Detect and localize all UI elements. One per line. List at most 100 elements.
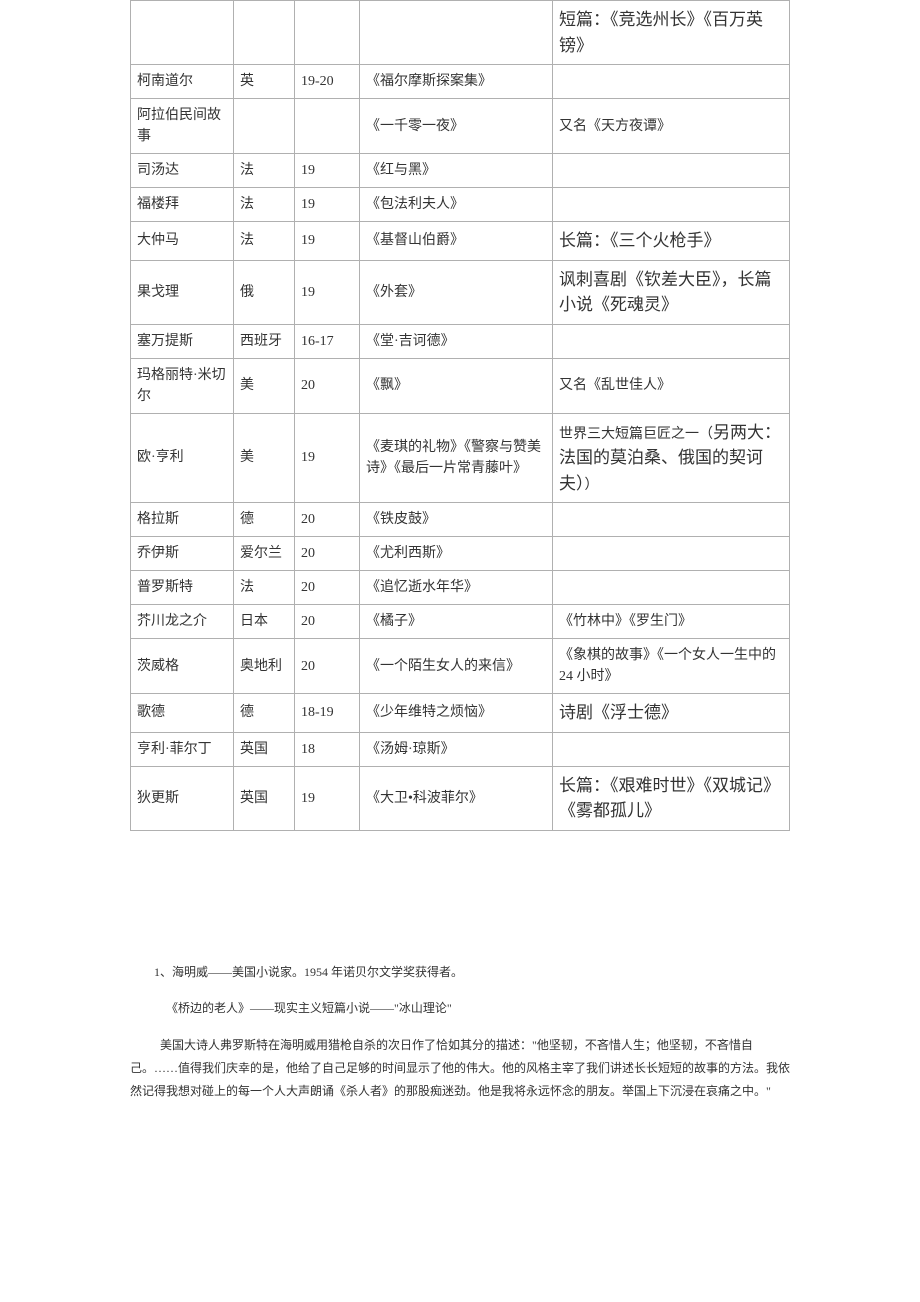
cell-works: 《飘》 [360, 358, 553, 413]
cell-works: 《包法利夫人》 [360, 188, 553, 222]
cell-notes [553, 732, 790, 766]
cell-author: 普罗斯特 [131, 571, 234, 605]
cell-notes: 世界三大短篇巨匠之一（另两大：法国的莫泊桑、俄国的契诃夫）） [553, 413, 790, 503]
cell-works: 《堂·吉诃德》 [360, 324, 553, 358]
cell-century [295, 99, 360, 154]
cell-century: 20 [295, 358, 360, 413]
cell-notes [553, 188, 790, 222]
cell-century: 18-19 [295, 694, 360, 733]
cell-notes [553, 571, 790, 605]
cell-works: 《铁皮鼓》 [360, 503, 553, 537]
cell-author: 欧·亨利 [131, 413, 234, 503]
table-row: 普罗斯特法20《追忆逝水年华》 [131, 571, 790, 605]
cell-century: 19 [295, 222, 360, 261]
cell-century: 20 [295, 605, 360, 639]
cell-author: 狄更斯 [131, 766, 234, 830]
cell-author: 乔伊斯 [131, 537, 234, 571]
table-row: 格拉斯德20《铁皮鼓》 [131, 503, 790, 537]
cell-works: 《汤姆·琼斯》 [360, 732, 553, 766]
footnote-1: 1、海明威——美国小说家。1954 年诺贝尔文学奖获得者。 [130, 961, 790, 984]
cell-country: 法 [234, 222, 295, 261]
cell-country: 法 [234, 188, 295, 222]
footnote-3: 美国大诗人弗罗斯特在海明威用猎枪自杀的次日作了恰如其分的描述："他坚韧，不吝惜人… [130, 1034, 790, 1102]
cell-notes: 又名《天方夜谭》 [553, 99, 790, 154]
cell-notes: 长篇：《三个火枪手》 [553, 222, 790, 261]
table-row: 茨威格奥地利20《一个陌生女人的来信》《象棋的故事》《一个女人一生中的 24 小… [131, 639, 790, 694]
cell-works: 《基督山伯爵》 [360, 222, 553, 261]
table-row: 大仲马法19《基督山伯爵》长篇：《三个火枪手》 [131, 222, 790, 261]
cell-century: 19 [295, 413, 360, 503]
cell-works: 《外套》 [360, 260, 553, 324]
cell-notes [553, 537, 790, 571]
authors-table: 短篇：《竞选州长》《百万英镑》柯南道尔英19-20《福尔摩斯探案集》阿拉伯民间故… [130, 0, 790, 831]
cell-country: 日本 [234, 605, 295, 639]
cell-century: 19 [295, 260, 360, 324]
cell-country: 德 [234, 694, 295, 733]
cell-century: 19-20 [295, 65, 360, 99]
cell-country [234, 99, 295, 154]
cell-century: 18 [295, 732, 360, 766]
cell-notes: 长篇：《艰难时世》《双城记》《雾都孤儿》 [553, 766, 790, 830]
cell-country: 德 [234, 503, 295, 537]
table-row: 短篇：《竞选州长》《百万英镑》 [131, 1, 790, 65]
cell-country: 美 [234, 413, 295, 503]
cell-century: 19 [295, 766, 360, 830]
table-row: 狄更斯英国19《大卫•科波菲尔》长篇：《艰难时世》《双城记》《雾都孤儿》 [131, 766, 790, 830]
cell-works: 《一个陌生女人的来信》 [360, 639, 553, 694]
cell-country: 美 [234, 358, 295, 413]
cell-country: 英国 [234, 766, 295, 830]
table-row: 福楼拜法19《包法利夫人》 [131, 188, 790, 222]
cell-works: 《福尔摩斯探案集》 [360, 65, 553, 99]
cell-notes [553, 503, 790, 537]
table-row: 亨利·菲尔丁英国18《汤姆·琼斯》 [131, 732, 790, 766]
cell-country: 法 [234, 154, 295, 188]
footnotes-section: 1、海明威——美国小说家。1954 年诺贝尔文学奖获得者。 《桥边的老人》——现… [130, 961, 790, 1103]
table-row: 芥川龙之介日本20《橘子》《竹林中》《罗生门》 [131, 605, 790, 639]
footnote-2: 《桥边的老人》——现实主义短篇小说——"冰山理论" [130, 997, 790, 1020]
table-row: 司汤达法19《红与黑》 [131, 154, 790, 188]
cell-author: 玛格丽特·米切尔 [131, 358, 234, 413]
cell-country: 西班牙 [234, 324, 295, 358]
cell-century: 20 [295, 571, 360, 605]
document-page: 短篇：《竞选州长》《百万英镑》柯南道尔英19-20《福尔摩斯探案集》阿拉伯民间故… [0, 0, 920, 1176]
cell-author [131, 1, 234, 65]
cell-notes: 讽刺喜剧《钦差大臣》，长篇小说《死魂灵》 [553, 260, 790, 324]
cell-works: 《少年维特之烦恼》 [360, 694, 553, 733]
table-row: 果戈理俄19《外套》讽刺喜剧《钦差大臣》，长篇小说《死魂灵》 [131, 260, 790, 324]
cell-author: 果戈理 [131, 260, 234, 324]
cell-notes [553, 324, 790, 358]
cell-works: 《橘子》 [360, 605, 553, 639]
cell-country: 英国 [234, 732, 295, 766]
cell-notes: 又名《乱世佳人》 [553, 358, 790, 413]
cell-country [234, 1, 295, 65]
cell-notes [553, 154, 790, 188]
cell-century: 20 [295, 503, 360, 537]
cell-country: 奥地利 [234, 639, 295, 694]
cell-notes: 《竹林中》《罗生门》 [553, 605, 790, 639]
cell-century: 19 [295, 188, 360, 222]
cell-works: 《追忆逝水年华》 [360, 571, 553, 605]
cell-author: 柯南道尔 [131, 65, 234, 99]
cell-works: 《尤利西斯》 [360, 537, 553, 571]
cell-notes [553, 65, 790, 99]
cell-works: 《一千零一夜》 [360, 99, 553, 154]
table-row: 阿拉伯民间故事《一千零一夜》又名《天方夜谭》 [131, 99, 790, 154]
table-row: 歌德德18-19《少年维特之烦恼》诗剧《浮士德》 [131, 694, 790, 733]
cell-author: 格拉斯 [131, 503, 234, 537]
cell-century [295, 1, 360, 65]
cell-century: 19 [295, 154, 360, 188]
cell-country: 英 [234, 65, 295, 99]
cell-country: 俄 [234, 260, 295, 324]
cell-country: 法 [234, 571, 295, 605]
cell-author: 司汤达 [131, 154, 234, 188]
cell-works: 《大卫•科波菲尔》 [360, 766, 553, 830]
table-row: 柯南道尔英19-20《福尔摩斯探案集》 [131, 65, 790, 99]
cell-author: 福楼拜 [131, 188, 234, 222]
cell-century: 16-17 [295, 324, 360, 358]
cell-author: 歌德 [131, 694, 234, 733]
cell-author: 亨利·菲尔丁 [131, 732, 234, 766]
cell-notes: 《象棋的故事》《一个女人一生中的 24 小时》 [553, 639, 790, 694]
cell-works: 《红与黑》 [360, 154, 553, 188]
cell-country: 爱尔兰 [234, 537, 295, 571]
cell-author: 大仲马 [131, 222, 234, 261]
